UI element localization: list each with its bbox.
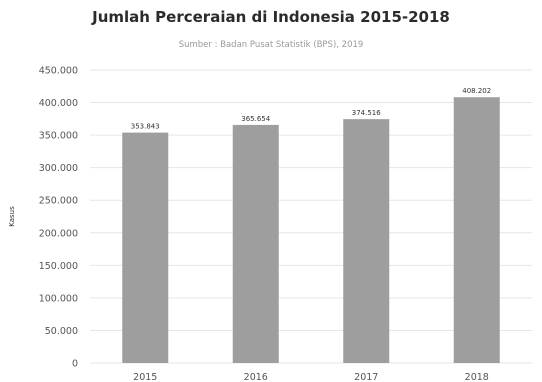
y-tick-label: 250.000 [39, 196, 78, 207]
y-tick-label: 50.000 [45, 326, 78, 337]
data-label-2018: 408.202 [462, 87, 491, 95]
chart-subtitle: Sumber : Badan Pusat Statistik (BPS), 20… [178, 40, 364, 50]
y-axis-label: Kasus [8, 206, 16, 227]
bar-2017 [343, 119, 390, 363]
y-tick-label: 450.000 [39, 66, 78, 77]
bar-2016 [232, 124, 279, 364]
y-tick-label: 400.000 [39, 98, 78, 109]
y-tick-label: 350.000 [39, 131, 78, 142]
y-tick-label: 100.000 [39, 293, 78, 304]
bar-2018 [453, 97, 500, 363]
x-tick-label: 2017 [354, 372, 378, 382]
y-tick-label: 0 [72, 359, 78, 370]
bar-2015 [122, 132, 169, 363]
x-tick-label: 2016 [244, 372, 268, 382]
data-label-2016: 365.654 [241, 115, 270, 123]
data-labels: 353.843 365.654 374.516 408.202 [131, 87, 491, 130]
x-tick-label: 2015 [133, 372, 157, 382]
x-tick-label: 2018 [465, 372, 489, 382]
x-axis-ticks: 2015 2016 2017 2018 [133, 372, 489, 382]
y-axis-ticks: 0 50.000 100.000 150.000 200.000 250.000 300.0… [39, 66, 78, 370]
bars [122, 97, 500, 364]
y-tick-label: 200.000 [39, 228, 78, 239]
data-label-2017: 374.516 [352, 109, 381, 117]
data-label-2015: 353.843 [131, 123, 160, 131]
y-tick-label: 150.000 [39, 261, 78, 272]
y-tick-label: 300.000 [39, 163, 78, 174]
chart-title: Jumlah Perceraian di Indonesia 2015-2018 [92, 8, 450, 26]
